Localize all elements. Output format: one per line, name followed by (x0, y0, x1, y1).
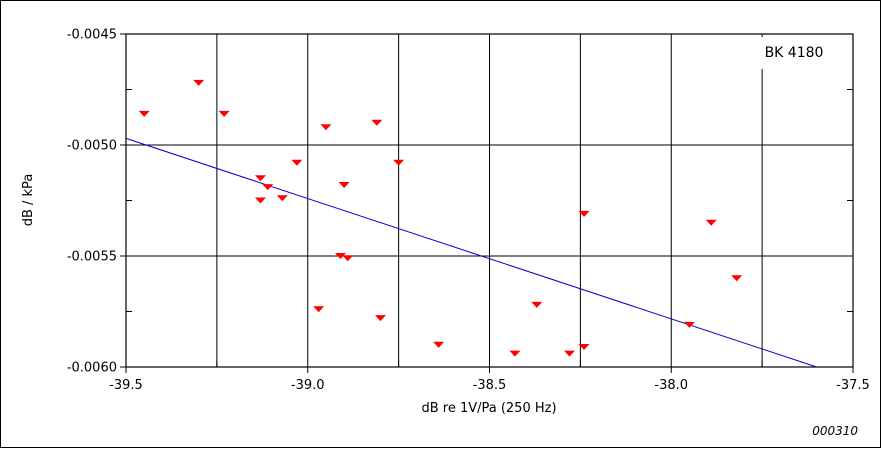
data-point (254, 197, 266, 204)
y-tick-label: -0.0060 (67, 361, 117, 376)
data-point (338, 181, 350, 188)
grid-lines (125, 33, 854, 368)
legend-label: BK 4180 (765, 45, 824, 61)
data-point (393, 159, 405, 166)
x-tick-label: -39.0 (291, 378, 325, 393)
data-point (371, 119, 383, 126)
data-point (578, 210, 590, 217)
data-point (374, 315, 386, 322)
data-point (683, 321, 695, 328)
data-point (509, 350, 521, 357)
x-tick-label: -38.5 (473, 378, 507, 393)
data-point (254, 175, 266, 182)
y-tick-label: -0.0055 (67, 250, 117, 265)
data-point (193, 79, 205, 86)
data-point (276, 195, 288, 202)
minor-ticks (120, 33, 854, 373)
data-point (262, 184, 274, 191)
data-point (731, 275, 743, 282)
data-point (313, 306, 325, 313)
x-tick-label: -38.0 (654, 378, 688, 393)
data-point (138, 110, 150, 117)
data-points (138, 79, 743, 357)
data-point (531, 301, 543, 308)
data-point (320, 124, 332, 131)
x-axis-label: dB re 1V/Pa (250 Hz) (421, 401, 556, 416)
tick-labels: -39.5 -39.0 -38.5 -38.0 -37.5 -0.0060 -0.0055 -… (67, 28, 870, 394)
regression-line (125, 137, 817, 368)
x-tick-label: -37.5 (836, 378, 870, 393)
data-point (563, 350, 575, 357)
y-axis-label: dB / kPa (21, 174, 36, 227)
figure-id: 000310 (812, 424, 858, 438)
y-tick-label: -0.0050 (67, 139, 117, 154)
data-point (578, 344, 590, 351)
data-point (705, 219, 717, 226)
data-point (342, 255, 354, 262)
data-point (433, 341, 445, 348)
data-point (291, 159, 303, 166)
data-point (218, 110, 230, 117)
legend-box (749, 37, 850, 69)
x-tick-label: -39.5 (109, 378, 143, 393)
y-tick-label: -0.0045 (67, 28, 117, 43)
data-point (334, 253, 346, 259)
